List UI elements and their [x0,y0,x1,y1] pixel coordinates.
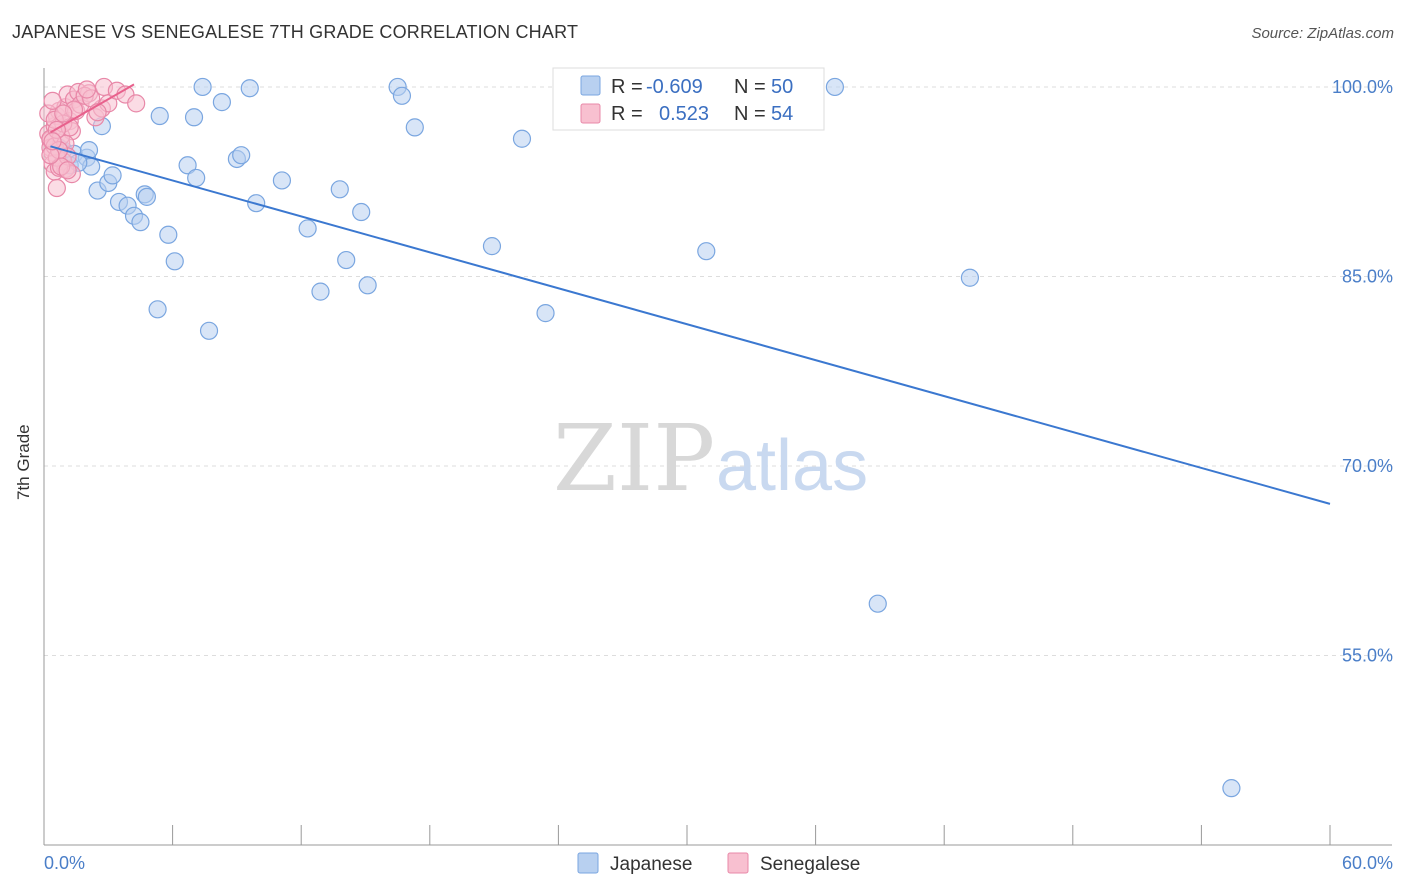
bottom-legend-swatch-japanese [577,852,599,874]
japanese-point [298,219,317,238]
japanese-point [825,77,844,97]
points-layer [39,77,1241,798]
japanese-point [352,202,371,222]
japanese-point [137,187,156,206]
bottom-legend-label-japanese: Japanese [610,854,692,875]
senegalese-point [77,80,96,99]
japanese-point [868,594,887,613]
tick-label-layer: 100.0% 85.0% 70.0% 55.0% 0.0% 60.0% [44,77,1393,873]
japanese-point [536,304,555,323]
senegalese-point [58,161,77,180]
japanese-trend-line [50,145,1331,505]
senegalese-point [54,104,73,123]
senegalese-point [43,132,62,151]
japanese-point [150,106,169,126]
bottom-legend: Japanese Senegalese [577,852,860,875]
japanese-point [330,180,349,199]
source-credit: Source: ZipAtlas.com [1251,25,1394,42]
watermark: ZIP atlas [553,405,868,512]
japanese-point [184,108,204,127]
legend-swatch-japanese [580,75,601,96]
japanese-point [512,129,532,148]
japanese-point [187,168,206,188]
japanese-point [232,146,251,165]
legend-n-value-japanese: 50 [771,76,793,98]
y-tick-label-3: 55.0% [1342,645,1393,665]
legend-n-value-senegalese: 54 [771,103,793,125]
legend-r-label-senegalese: R = [611,103,643,125]
legend-n-label-japanese: N = [734,76,766,98]
senegalese-trend-line [49,83,135,134]
legend-swatch-senegalese [580,103,601,124]
japanese-point [240,79,259,98]
y-tick-label-0: 100.0% [1332,77,1393,97]
japanese-point [1222,779,1241,798]
legend-box: R = -0.609 N = 50 R = 0.523 N = 54 [552,67,825,131]
japanese-point [159,225,178,244]
japanese-point [405,118,424,137]
japanese-point [178,156,197,175]
x-tick-label-0: 0.0% [44,853,85,873]
japanese-point [358,276,377,295]
bottom-legend-swatch-senegalese [727,852,749,874]
senegalese-point [43,91,62,110]
japanese-point [337,250,356,270]
japanese-point [193,77,212,97]
senegalese-point [127,94,146,113]
bottom-legend-label-senegalese: Senegalese [760,854,860,875]
japanese-point [103,166,122,185]
chart-title: JAPANESE VS SENEGALESE 7TH GRADE CORRELA… [12,22,579,42]
japanese-point [960,268,980,287]
y-tick-label-2: 70.0% [1342,456,1393,476]
trend-layer [49,83,1331,505]
watermark-atlas: atlas [716,426,868,506]
legend-r-label-japanese: R = [611,76,643,98]
x-tick-label-1: 60.0% [1342,853,1393,873]
senegalese-point [47,178,66,198]
grid-layer [44,86,1392,656]
japanese-point [482,237,502,256]
axis-layer [43,68,1392,846]
japanese-point [165,252,184,271]
japanese-point [79,141,99,160]
japanese-point [697,242,716,261]
legend-n-label-senegalese: N = [734,103,766,125]
watermark-zip: ZIP [553,405,715,512]
legend-r-value-japanese: -0.609 [646,76,703,98]
japanese-point [131,213,150,232]
japanese-point [311,282,330,301]
japanese-point [392,86,412,105]
japanese-point [272,171,292,190]
japanese-point [199,321,219,340]
legend-r-value-senegalese: 0.523 [659,103,709,125]
japanese-point [148,300,167,319]
y-tick-label-1: 85.0% [1342,266,1393,286]
japanese-point [212,93,231,112]
